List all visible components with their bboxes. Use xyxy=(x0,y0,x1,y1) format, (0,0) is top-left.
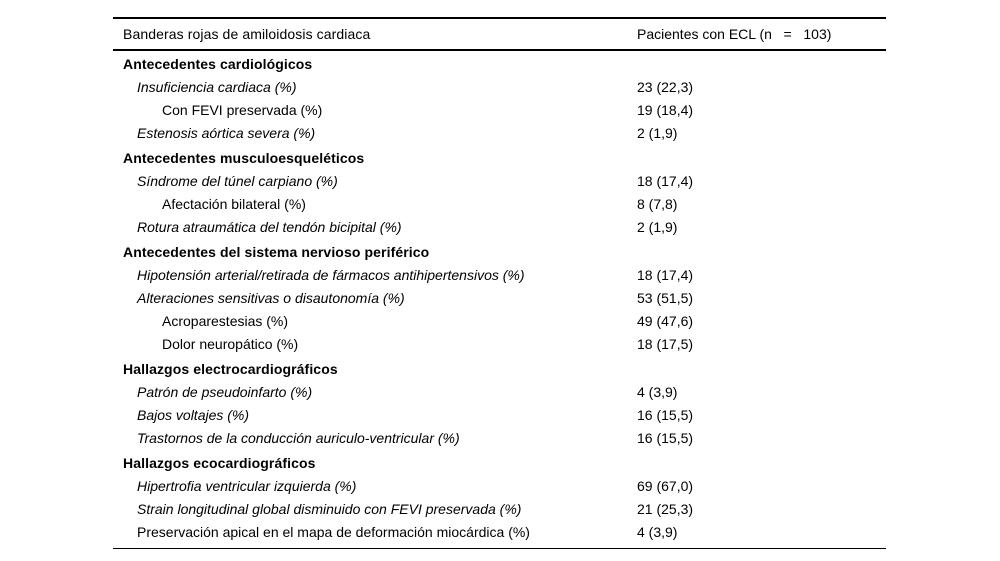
row-label: Dolor neuropático (%) xyxy=(162,336,299,352)
row-label: Estenosis aórtica severa (%) xyxy=(137,125,316,141)
section-title: Antecedentes del sistema nervioso perifé… xyxy=(123,244,430,260)
row-value: 19 (18,4) xyxy=(637,102,694,118)
section-hallazgos-ecocardiograficos: Hallazgos ecocardiográficos Hipertrofia … xyxy=(113,452,886,544)
section-title: Hallazgos ecocardiográficos xyxy=(123,455,316,471)
red-flags-table: Banderas rojas de amiloidosis cardiaca P… xyxy=(113,17,886,549)
section-hallazgos-electrocardiograficos: Hallazgos electrocardiográficos Patrón d… xyxy=(113,358,886,450)
row-value: 2 (1,9) xyxy=(637,125,678,141)
table-row: Estenosis aórtica severa (%) 2 (1,9) xyxy=(113,122,886,145)
row-label: Síndrome del túnel carpiano (%) xyxy=(137,173,338,189)
section-antecedentes-snp: Antecedentes del sistema nervioso perifé… xyxy=(113,241,886,356)
section-antecedentes-musculoesqueleticos: Antecedentes musculoesqueléticos Síndrom… xyxy=(113,147,886,239)
table-row: Rotura atraumática del tendón bicipital … xyxy=(113,216,886,239)
row-value: 18 (17,5) xyxy=(637,336,694,352)
table-body: Antecedentes cardiológicos Insuficiencia… xyxy=(113,51,886,549)
row-label: Acroparestesias (%) xyxy=(162,313,289,329)
table-header-row: Banderas rojas de amiloidosis cardiaca P… xyxy=(113,19,886,51)
table-row: Preservación apical en el mapa de deform… xyxy=(113,521,886,544)
row-label: Rotura atraumática del tendón bicipital … xyxy=(137,219,402,235)
table-row: Hipotensión arterial/retirada de fármaco… xyxy=(113,264,886,287)
section-title: Hallazgos electrocardiográficos xyxy=(123,361,338,377)
row-value: 8 (7,8) xyxy=(637,196,678,212)
row-value: 49 (47,6) xyxy=(637,313,694,329)
table-row: Insuficiencia cardiaca (%) 23 (22,3) xyxy=(113,76,886,99)
row-label: Preservación apical en el mapa de deform… xyxy=(137,524,530,540)
row-label: Bajos voltajes (%) xyxy=(137,407,250,423)
row-label: Afectación bilateral (%) xyxy=(162,196,306,212)
row-label: Strain longitudinal global disminuido co… xyxy=(137,501,522,517)
row-label: Hipertrofia ventricular izquierda (%) xyxy=(137,478,357,494)
section-title: Antecedentes cardiológicos xyxy=(123,56,313,72)
table-row: Acroparestesias (%) 49 (47,6) xyxy=(113,310,886,333)
row-label: Trastornos de la conducción auriculo-ven… xyxy=(137,430,460,446)
row-value: 18 (17,4) xyxy=(637,173,694,189)
row-label: Hipotensión arterial/retirada de fármaco… xyxy=(137,267,525,283)
row-label: Alteraciones sensitivas o disautonomía (… xyxy=(137,290,405,306)
row-label: Con FEVI preservada (%) xyxy=(162,102,323,118)
row-value: 4 (3,9) xyxy=(637,524,678,540)
row-value: 21 (25,3) xyxy=(637,501,694,517)
row-value: 16 (15,5) xyxy=(637,407,694,423)
table-row: Hipertrofia ventricular izquierda (%) 69… xyxy=(113,475,886,498)
section-antecedentes-cardiologicos: Antecedentes cardiológicos Insuficiencia… xyxy=(113,53,886,145)
row-value: 16 (15,5) xyxy=(637,430,694,446)
row-value: 53 (51,5) xyxy=(637,290,694,306)
table-row: Alteraciones sensitivas o disautonomía (… xyxy=(113,287,886,310)
table-row: Trastornos de la conducción auriculo-ven… xyxy=(113,427,886,450)
table-row: Bajos voltajes (%) 16 (15,5) xyxy=(113,404,886,427)
table-row: Con FEVI preservada (%) 19 (18,4) xyxy=(113,99,886,122)
row-value: 18 (17,4) xyxy=(637,267,694,283)
row-value: 23 (22,3) xyxy=(637,79,694,95)
table-row: Síndrome del túnel carpiano (%) 18 (17,4… xyxy=(113,170,886,193)
header-col-patients: Pacientes con ECL (n = 103) xyxy=(637,26,832,42)
table-row: Afectación bilateral (%) 8 (7,8) xyxy=(113,193,886,216)
row-value: 2 (1,9) xyxy=(637,219,678,235)
table-row: Strain longitudinal global disminuido co… xyxy=(113,498,886,521)
table-row: Dolor neuropático (%) 18 (17,5) xyxy=(113,333,886,356)
row-value: 69 (67,0) xyxy=(637,478,694,494)
header-col-red-flags: Banderas rojas de amiloidosis cardiaca xyxy=(123,26,371,42)
row-label: Patrón de pseudoinfarto (%) xyxy=(137,384,313,400)
row-value: 4 (3,9) xyxy=(637,384,678,400)
section-title: Antecedentes musculoesqueléticos xyxy=(123,150,365,166)
table-row: Patrón de pseudoinfarto (%) 4 (3,9) xyxy=(113,381,886,404)
row-label: Insuficiencia cardiaca (%) xyxy=(137,79,297,95)
